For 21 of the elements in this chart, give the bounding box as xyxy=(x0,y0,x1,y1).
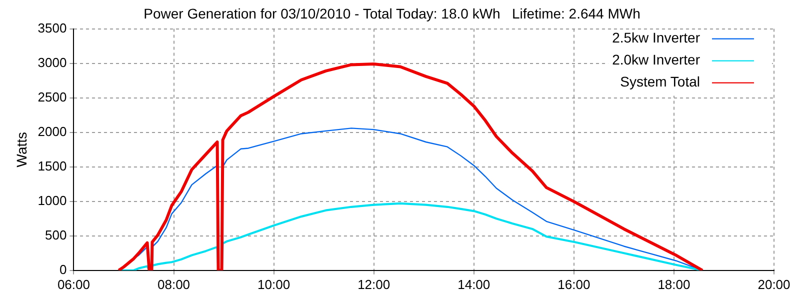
y-tick-label: 0 xyxy=(59,262,67,277)
y-tick-label: 3500 xyxy=(38,20,67,36)
x-tick-label: 08:00 xyxy=(157,276,190,292)
x-tick-label: 14:00 xyxy=(458,276,490,292)
x-tick-label: 10:00 xyxy=(258,276,290,292)
x-tick-label: 06:00 xyxy=(57,276,90,292)
x-tick-label: 20:00 xyxy=(758,276,790,292)
x-tick-label: 16:00 xyxy=(558,276,590,292)
y-axis-title: Watts xyxy=(13,132,30,168)
legend-label: 2.0kw Inverter xyxy=(612,52,700,68)
x-tick-label: 12:00 xyxy=(358,276,390,292)
x-tick-label: 18:00 xyxy=(658,276,690,292)
y-tick-label: 2000 xyxy=(38,124,67,139)
y-tick-label: 2500 xyxy=(38,89,67,104)
legend-label: 2.5kw Inverter xyxy=(612,30,700,46)
legend-label: System Total xyxy=(620,74,700,90)
y-tick-label: 500 xyxy=(45,227,67,242)
y-tick-label: 3000 xyxy=(38,54,67,70)
y-tick-label: 1500 xyxy=(38,158,67,174)
chart-title: Power Generation for 03/10/2010 - Total Today: 18.0 kWh Lifetime: 2.644 MWh xyxy=(144,5,640,22)
y-tick-label: 1000 xyxy=(38,192,67,208)
